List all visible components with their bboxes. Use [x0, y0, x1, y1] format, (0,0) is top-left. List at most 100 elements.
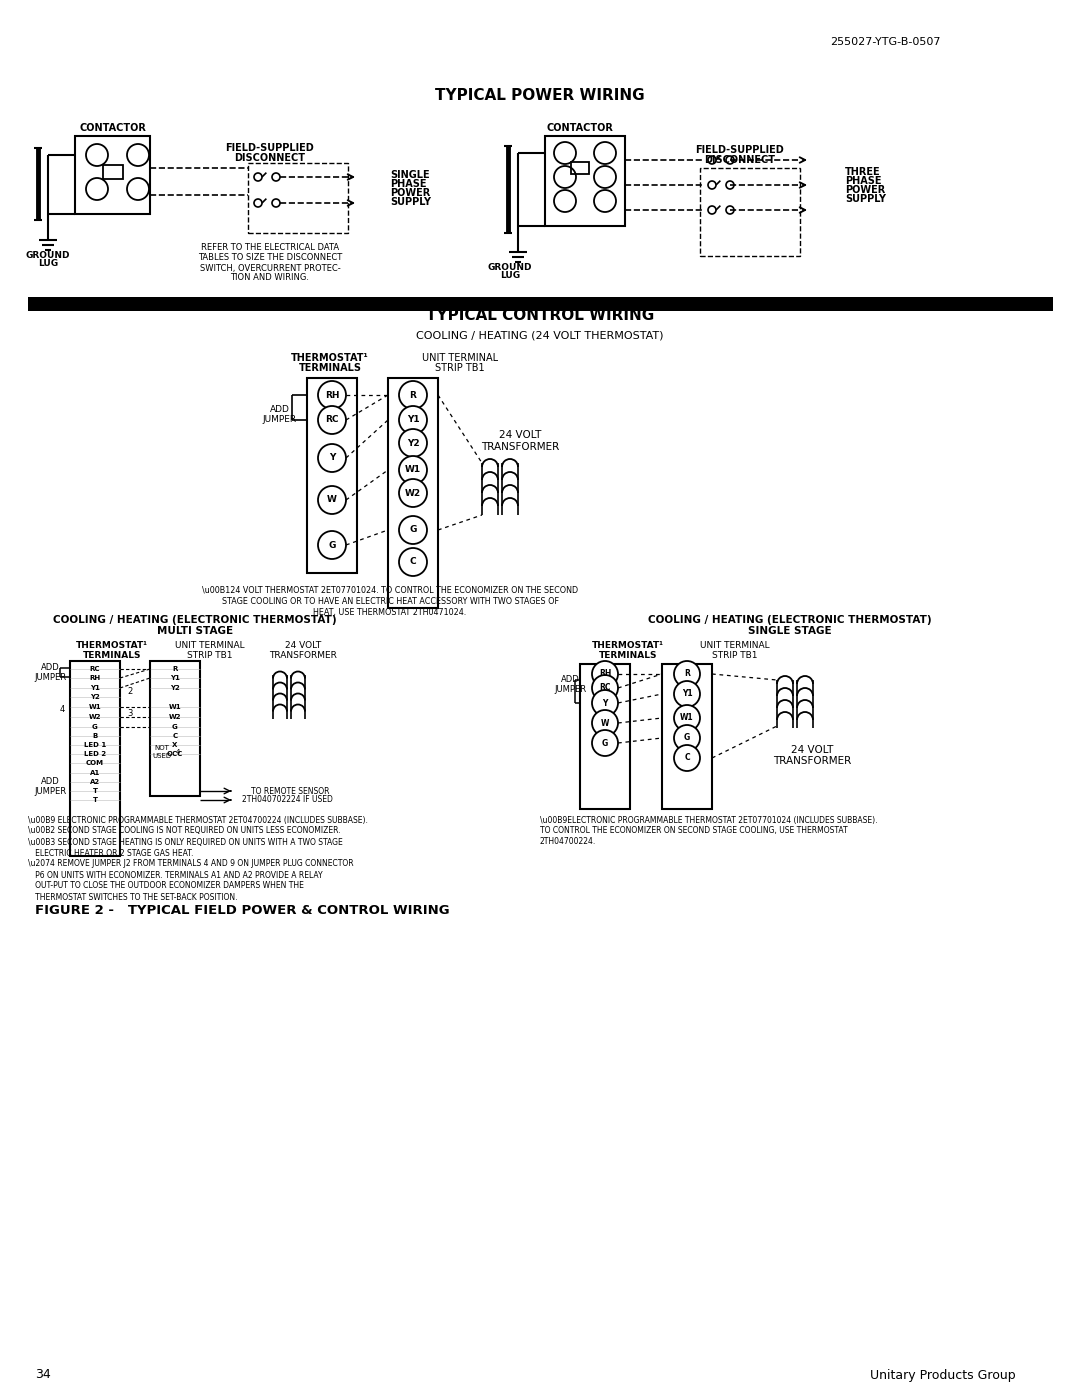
Text: 4: 4 — [176, 749, 180, 754]
Text: W2: W2 — [168, 714, 181, 719]
Text: W1: W1 — [405, 465, 421, 475]
Text: ADD: ADD — [41, 664, 59, 672]
Text: STRIP TB1: STRIP TB1 — [712, 651, 758, 659]
Circle shape — [318, 486, 346, 514]
Circle shape — [674, 745, 700, 771]
Text: W1: W1 — [680, 714, 693, 722]
Text: JUMPER: JUMPER — [554, 685, 586, 693]
Circle shape — [399, 381, 427, 409]
Circle shape — [708, 205, 716, 214]
Text: 24 VOLT: 24 VOLT — [285, 641, 321, 651]
Text: CONTACTOR: CONTACTOR — [546, 123, 613, 133]
Text: SUPPLY: SUPPLY — [845, 194, 886, 204]
Text: G: G — [602, 739, 608, 747]
Bar — [580, 664, 630, 809]
Text: 2: 2 — [127, 687, 133, 697]
Circle shape — [592, 731, 618, 756]
Text: 255027-YTG-B-0507: 255027-YTG-B-0507 — [831, 36, 941, 47]
Text: SUPPLY: SUPPLY — [390, 197, 431, 207]
Text: RH: RH — [598, 669, 611, 679]
Text: Y1: Y1 — [170, 675, 180, 680]
Text: FIELD-SUPPLIED: FIELD-SUPPLIED — [226, 142, 314, 154]
Text: Unitary Products Group: Unitary Products Group — [870, 1369, 1015, 1382]
Text: 24 VOLT: 24 VOLT — [791, 745, 833, 754]
Circle shape — [318, 381, 346, 409]
Text: TERMINALS: TERMINALS — [298, 363, 362, 373]
Circle shape — [674, 705, 700, 731]
Text: DISCONNECT: DISCONNECT — [704, 155, 775, 165]
Circle shape — [594, 142, 616, 163]
Text: Y1: Y1 — [681, 690, 692, 698]
Text: \u00B3 SECOND STAGE HEATING IS ONLY REQUIRED ON UNITS WITH A TWO STAGE: \u00B3 SECOND STAGE HEATING IS ONLY REQU… — [28, 837, 342, 847]
Circle shape — [554, 142, 576, 163]
Bar — [150, 661, 200, 796]
Bar — [70, 661, 120, 856]
Text: RC: RC — [90, 666, 100, 672]
Text: \u2074 REMOVE JUMPER J2 FROM TERMINALS 4 AND 9 ON JUMPER PLUG CONNECTOR: \u2074 REMOVE JUMPER J2 FROM TERMINALS 4… — [28, 859, 353, 869]
Text: GROUND: GROUND — [26, 250, 70, 260]
Text: TYPICAL CONTROL WIRING: TYPICAL CONTROL WIRING — [426, 309, 654, 324]
Circle shape — [272, 198, 280, 207]
Text: W: W — [327, 496, 337, 504]
Text: Y: Y — [603, 698, 608, 707]
Text: 3: 3 — [127, 710, 133, 718]
Text: G: G — [328, 541, 336, 549]
Text: W1: W1 — [89, 704, 102, 710]
Text: SWITCH, OVERCURRENT PROTEC-: SWITCH, OVERCURRENT PROTEC- — [200, 264, 340, 272]
Text: 24 VOLT: 24 VOLT — [499, 430, 541, 440]
Text: LUG: LUG — [500, 271, 521, 281]
Text: THERMOSTAT SWITCHES TO THE SET-BACK POSITION.: THERMOSTAT SWITCHES TO THE SET-BACK POSI… — [28, 893, 238, 901]
Circle shape — [318, 407, 346, 434]
Text: R: R — [173, 666, 178, 672]
Text: ADD: ADD — [270, 405, 289, 415]
Text: GROUND: GROUND — [488, 263, 532, 271]
Circle shape — [399, 479, 427, 507]
Text: \u00B2 SECOND STAGE COOLING IS NOT REQUIRED ON UNITS LESS ECONOMIZER.: \u00B2 SECOND STAGE COOLING IS NOT REQUI… — [28, 827, 340, 835]
Circle shape — [272, 173, 280, 182]
Text: W2: W2 — [405, 489, 421, 497]
Text: CONTACTOR: CONTACTOR — [80, 123, 147, 133]
Text: RH: RH — [90, 675, 100, 680]
Text: STAGE COOLING OR TO HAVE AN ELECTRIC HEAT ACCESSORY WITH TWO STAGES OF: STAGE COOLING OR TO HAVE AN ELECTRIC HEA… — [221, 597, 558, 605]
Circle shape — [399, 515, 427, 543]
Text: POWER: POWER — [390, 189, 430, 198]
Text: ADD: ADD — [41, 778, 59, 787]
Text: TERMINALS: TERMINALS — [83, 651, 141, 659]
Text: RC: RC — [325, 415, 339, 425]
Circle shape — [708, 182, 716, 189]
Bar — [662, 664, 712, 809]
Text: JUMPER: JUMPER — [33, 672, 66, 682]
Text: Y2: Y2 — [407, 439, 419, 447]
Circle shape — [127, 144, 149, 166]
Circle shape — [592, 690, 618, 717]
Circle shape — [726, 156, 734, 163]
Text: THERMOSTAT¹: THERMOSTAT¹ — [592, 640, 664, 650]
Bar — [571, 162, 589, 175]
Text: FIGURE 2 -   TYPICAL FIELD POWER & CONTROL WIRING: FIGURE 2 - TYPICAL FIELD POWER & CONTROL… — [35, 904, 449, 916]
Circle shape — [554, 166, 576, 189]
Bar — [248, 163, 348, 233]
Text: RH: RH — [325, 391, 339, 400]
Text: G: G — [684, 733, 690, 742]
Text: B: B — [93, 733, 97, 739]
Text: G: G — [409, 525, 417, 535]
Circle shape — [674, 661, 700, 687]
Text: W1: W1 — [168, 704, 181, 710]
Circle shape — [86, 144, 108, 166]
Text: LUG: LUG — [38, 260, 58, 268]
Text: W: W — [600, 718, 609, 728]
Circle shape — [674, 725, 700, 752]
Text: Y2: Y2 — [171, 685, 180, 692]
Circle shape — [399, 548, 427, 576]
Text: T: T — [93, 788, 97, 793]
Text: LED 1: LED 1 — [84, 742, 106, 747]
Text: 34: 34 — [35, 1369, 51, 1382]
Text: T: T — [93, 798, 97, 803]
Circle shape — [726, 182, 734, 189]
Text: A2: A2 — [90, 780, 100, 785]
Text: \u00B9 ELECTRONIC PROGRAMMABLE THERMOSTAT 2ET04700224 (INCLUDES SUBBASE).: \u00B9 ELECTRONIC PROGRAMMABLE THERMOSTA… — [28, 816, 368, 824]
Text: TYPICAL POWER WIRING: TYPICAL POWER WIRING — [435, 88, 645, 103]
Text: R: R — [409, 391, 417, 400]
Bar — [75, 136, 150, 214]
Text: JUMPER: JUMPER — [262, 415, 297, 423]
